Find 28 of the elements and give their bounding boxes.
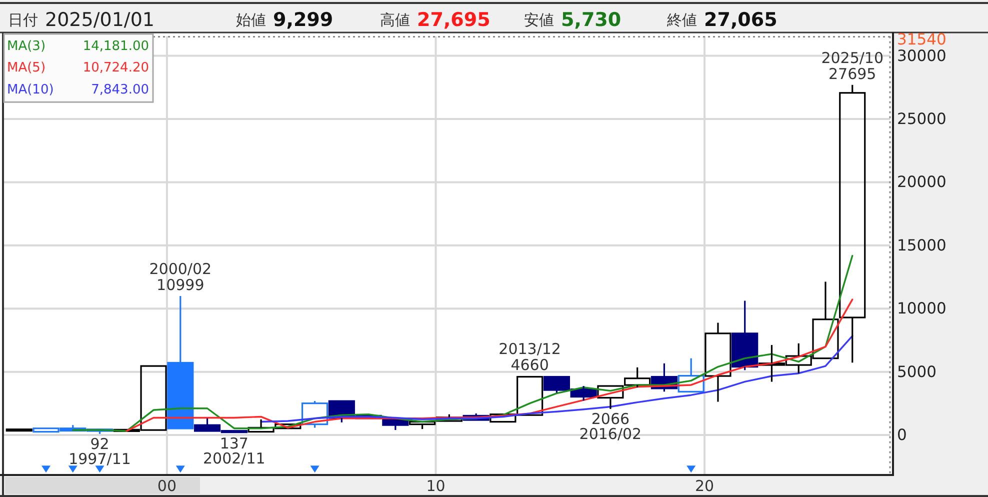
annotation: 2000/02 10999 xyxy=(149,260,212,294)
text: 始値 xyxy=(236,11,266,29)
annotation: 2025/10 27695 xyxy=(821,48,884,83)
y-tick-label: 5000 xyxy=(897,362,936,381)
y-tick-label: 15000 xyxy=(897,236,946,254)
y-tick-label: 25000 xyxy=(897,110,946,128)
y-tick-label: 20000 xyxy=(897,173,946,192)
text: 5,730 xyxy=(561,9,622,31)
y-tick-label: 30000 xyxy=(897,46,946,65)
y-tick-label: 31540 xyxy=(897,30,946,48)
text: 終値 xyxy=(666,11,697,29)
annotation: 2066 2016/02 xyxy=(579,410,642,443)
x-tick-label: 10 xyxy=(426,477,446,495)
series-names: MA(3) 14,181.00 MA(5) 10,724.20 MA(10) 7,843.00 xyxy=(3,33,154,103)
text: 日付 xyxy=(8,11,38,29)
text: 2025/01/01 xyxy=(45,9,155,31)
text: 27,065 xyxy=(704,9,778,31)
annotation: 137 2002/11 xyxy=(202,434,266,468)
y-tick-label: 0 xyxy=(897,426,907,444)
y-tick-label: 10000 xyxy=(897,300,946,318)
x-tick-label: 20 xyxy=(694,477,714,495)
x-tick-label: 00 xyxy=(157,477,177,495)
text: 27,695 xyxy=(417,9,490,31)
text: 9,299 xyxy=(273,9,334,31)
text: 安値 xyxy=(524,11,554,29)
annotation: 92 1997/11 xyxy=(68,434,131,468)
text: 高値 xyxy=(380,11,410,29)
annotation: 2013/12 4660 xyxy=(498,340,561,374)
